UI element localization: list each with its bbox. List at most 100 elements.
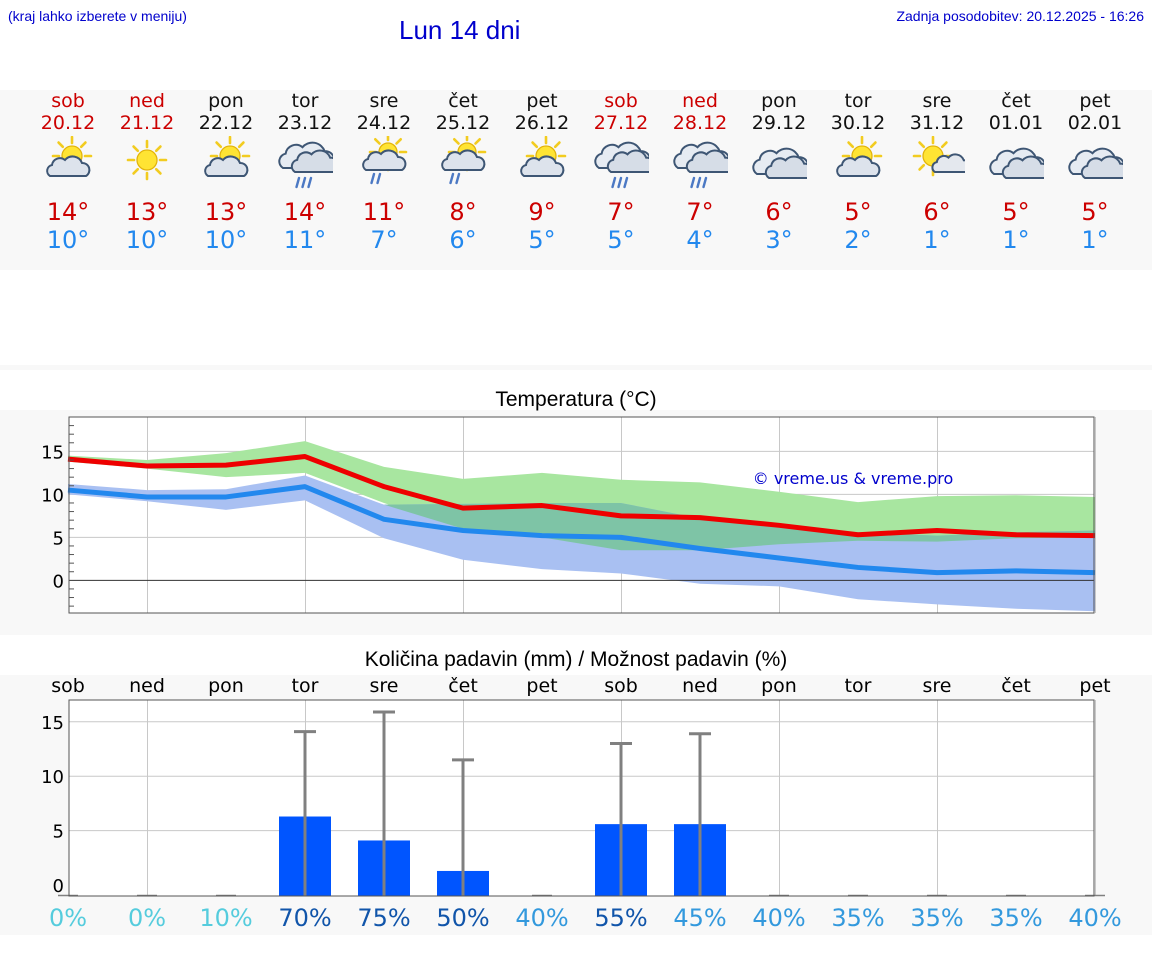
sun-ray xyxy=(132,145,140,153)
day-date: 25.12 xyxy=(435,112,491,134)
day-name: sre xyxy=(922,90,952,112)
sun-ray xyxy=(79,141,87,149)
cloud-shape xyxy=(606,149,649,173)
min-temperature: 5° xyxy=(528,226,556,254)
max-temperature: 6° xyxy=(765,198,793,226)
sun-ray xyxy=(452,137,460,145)
day-column: pon 22.12 13° 10° xyxy=(186,90,266,265)
cloud-shape xyxy=(1080,155,1123,179)
day-date: 30.12 xyxy=(830,112,886,134)
day-name: ned xyxy=(682,90,718,112)
min-temperature: 1° xyxy=(923,226,951,254)
y-tick-label: 5 xyxy=(53,528,64,549)
y-tick-label: 10 xyxy=(41,767,64,788)
sun-ray xyxy=(154,167,162,175)
day-label: pon xyxy=(208,675,244,697)
precipitation-probability: 10% xyxy=(199,904,252,932)
rain-drop xyxy=(301,176,307,189)
sun-ray xyxy=(869,141,877,149)
y-tick-label: 15 xyxy=(41,713,64,734)
sun-cloud-icon xyxy=(204,136,251,177)
cloud-shape xyxy=(362,149,407,171)
min-temperature: 10° xyxy=(46,226,90,254)
day-column: pet 26.12 9° 5° xyxy=(502,90,582,265)
cloud-shape xyxy=(441,149,486,171)
sun-disc xyxy=(136,149,158,171)
day-label: sre xyxy=(923,675,952,697)
max-temperature: 5° xyxy=(1002,198,1030,226)
cloud-shape xyxy=(46,155,91,177)
day-name: pet xyxy=(526,90,558,112)
sun-ray xyxy=(373,137,381,145)
sun-ray xyxy=(474,137,482,145)
day-column: čet 01.01 5° 1° xyxy=(976,90,1056,265)
day-name: pon xyxy=(761,90,797,112)
day-name: ned xyxy=(129,90,165,112)
day-label: pet xyxy=(1079,675,1110,697)
precipitation-probability: 50% xyxy=(436,904,489,932)
day-name: sre xyxy=(369,90,399,112)
day-column: ned 21.12 13° 10° xyxy=(107,90,187,265)
cloud-rain-icon xyxy=(673,141,728,189)
precipitation-probability: 75% xyxy=(357,904,410,932)
day-name: pon xyxy=(208,90,244,112)
cloud-icon xyxy=(752,147,807,179)
max-temperature: 13° xyxy=(204,198,248,226)
separator-band xyxy=(0,365,1152,370)
day-name: sob xyxy=(604,90,638,112)
day-date: 29.12 xyxy=(751,112,807,134)
day-label: ned xyxy=(129,675,165,697)
max-temperature: 13° xyxy=(125,198,169,226)
day-column: sre 24.12 11° 7° xyxy=(344,90,424,265)
day-name: čet xyxy=(1001,90,1031,112)
day-column: tor 30.12 5° 2° xyxy=(818,90,898,265)
day-date: 23.12 xyxy=(277,112,333,134)
min-temperature: 7° xyxy=(370,226,398,254)
rain-drop xyxy=(449,172,455,185)
sun-ray xyxy=(847,141,855,149)
precipitation-probability: 40% xyxy=(752,904,805,932)
precipitation-probability: 0% xyxy=(49,904,87,932)
cloud-shape xyxy=(764,155,807,179)
precipitation-chart: sob ned pon tor sre čet pet sob ned pon tor sre čet p… xyxy=(41,675,1122,932)
sun-small-icon xyxy=(912,136,965,177)
min-temperature: 11° xyxy=(283,226,327,254)
sun-ray xyxy=(57,141,65,149)
day-column: čet 25.12 8° 6° xyxy=(423,90,503,265)
page-title: Lun 14 dni xyxy=(399,15,521,45)
max-temperature-line xyxy=(67,454,1096,539)
y-tick-label: 10 xyxy=(41,485,64,506)
cloud-shape xyxy=(685,149,728,173)
precipitation-chart-title: Količina padavin (mm) / Možnost padavin … xyxy=(364,648,788,671)
sun-ray xyxy=(395,137,403,145)
plot-frame xyxy=(68,699,1095,897)
day-date: 21.12 xyxy=(119,112,175,134)
rain-drop xyxy=(611,176,617,189)
day-name: tor xyxy=(291,90,319,112)
cloud-rain-icon xyxy=(594,141,649,189)
max-temperature: 11° xyxy=(362,198,406,226)
precipitation-probability: 0% xyxy=(128,904,166,932)
sun-rain-icon xyxy=(362,136,408,185)
day-date: 22.12 xyxy=(198,112,254,134)
plot-area xyxy=(69,700,1094,896)
temperature-chart-title: Temperatura (°C) xyxy=(495,388,657,411)
sun-ray xyxy=(531,141,539,149)
day-column: pet 02.01 5° 1° xyxy=(1055,90,1135,265)
y-tick-label: 5 xyxy=(53,822,64,843)
day-name: pet xyxy=(1079,90,1111,112)
rain-drop xyxy=(376,172,382,185)
day-date: 01.01 xyxy=(988,112,1044,134)
sun-icon xyxy=(126,139,168,181)
cloud-shape xyxy=(290,149,333,173)
min-temperature-line xyxy=(67,484,1096,576)
cloud-shape xyxy=(520,155,565,177)
max-temperature: 7° xyxy=(607,198,635,226)
max-temperature: 8° xyxy=(449,198,477,226)
rain-drop xyxy=(623,176,629,189)
min-temperature: 1° xyxy=(1002,226,1030,254)
precipitation-probability: 55% xyxy=(594,904,647,932)
sun-ray xyxy=(918,163,926,171)
sun-ray xyxy=(918,141,926,149)
cloud-shape xyxy=(931,153,965,173)
